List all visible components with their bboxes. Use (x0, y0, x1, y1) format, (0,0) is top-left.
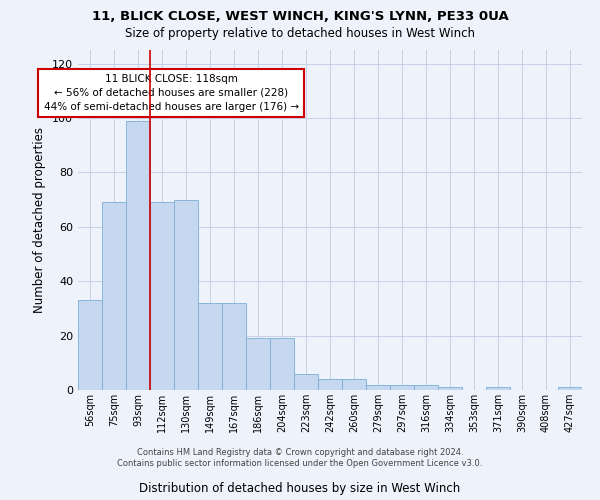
Bar (174, 200, 198, 390)
Text: 11 BLICK CLOSE: 118sqm
← 56% of detached houses are smaller (228)
44% of semi-de: 11 BLICK CLOSE: 118sqm ← 56% of detached… (44, 74, 299, 112)
Bar (294, 374, 318, 390)
Text: Distribution of detached houses by size in West Winch: Distribution of detached houses by size … (139, 482, 461, 495)
Bar (198, 303, 222, 390)
Bar (126, 120, 150, 390)
Bar (390, 384, 414, 390)
Bar (150, 202, 174, 390)
Text: Contains HM Land Registry data © Crown copyright and database right 2024.
Contai: Contains HM Land Registry data © Crown c… (118, 448, 482, 468)
Y-axis label: Number of detached properties: Number of detached properties (34, 127, 46, 313)
Bar (342, 379, 366, 390)
Bar (486, 388, 510, 390)
Bar (414, 384, 438, 390)
Bar (102, 202, 126, 390)
Bar (366, 384, 390, 390)
Bar (78, 300, 102, 390)
Bar (558, 388, 582, 390)
Bar (318, 379, 342, 390)
Text: Size of property relative to detached houses in West Winch: Size of property relative to detached ho… (125, 28, 475, 40)
Bar (246, 338, 270, 390)
Text: 11, BLICK CLOSE, WEST WINCH, KING'S LYNN, PE33 0UA: 11, BLICK CLOSE, WEST WINCH, KING'S LYNN… (92, 10, 508, 23)
Bar (222, 303, 246, 390)
Bar (270, 338, 294, 390)
Bar (438, 388, 462, 390)
